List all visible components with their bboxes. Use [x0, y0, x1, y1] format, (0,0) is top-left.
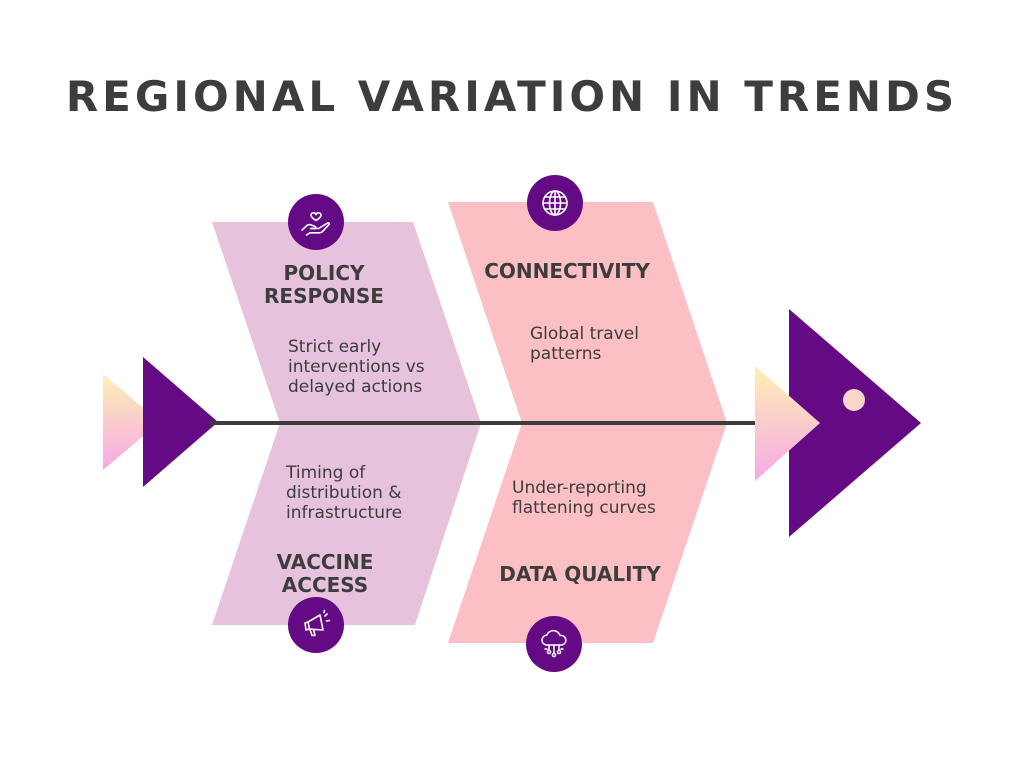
- page-title: REGIONAL VARIATION IN TRENDS: [65, 72, 959, 121]
- vaccine-access-heading: VACCINE ACCESS: [276, 550, 374, 597]
- data-quality-detail: Under-reporting flattening curves: [512, 478, 656, 518]
- hand-heart-icon: [288, 194, 344, 250]
- connectivity-heading: CONNECTIVITY: [484, 259, 650, 283]
- vaccine-access-detail: Timing of distribution & infrastructure: [286, 463, 403, 523]
- globe-icon: [527, 175, 583, 231]
- data-quality-heading: DATA QUALITY: [499, 562, 661, 586]
- bone-panel-data-quality: [448, 423, 727, 643]
- megaphone-icon: [288, 597, 344, 653]
- bone-panel-connectivity: [448, 202, 727, 423]
- policy-response-detail: Strict early interventions vs delayed ac…: [288, 337, 425, 397]
- connectivity-detail: Global travel patterns: [530, 324, 639, 364]
- head-gradient-triangle: [755, 366, 820, 481]
- head-purple-triangle: [789, 309, 921, 537]
- cloud-network-icon: [526, 616, 582, 672]
- head-eye-dot: [843, 389, 865, 411]
- policy-response-heading: POLICY RESPONSE: [264, 261, 384, 308]
- tail-purple-triangle: [143, 357, 218, 487]
- tail-gradient-triangle: [103, 374, 160, 470]
- bone-panel-policy-response: [212, 222, 481, 423]
- bone-panel-vaccine-access: [212, 423, 481, 625]
